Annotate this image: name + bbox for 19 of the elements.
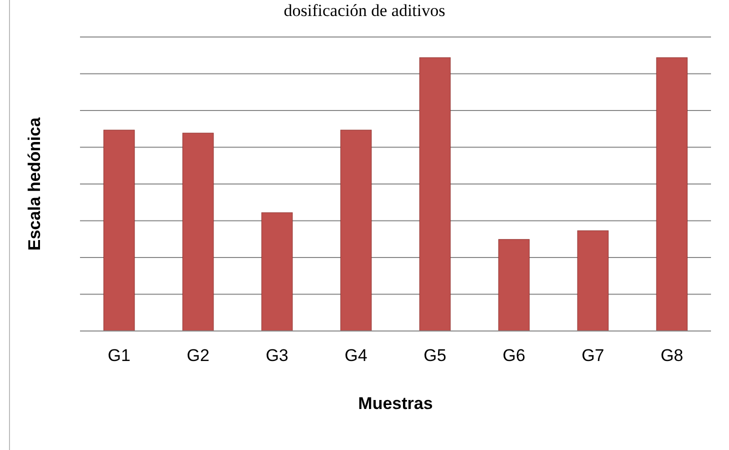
bar bbox=[577, 230, 609, 332]
bar bbox=[103, 130, 135, 332]
bar bbox=[340, 130, 372, 332]
chart-title: dosificación de aditivos bbox=[284, 1, 446, 20]
x-tick-label: G6 bbox=[502, 346, 526, 365]
x-axis-title: Muestras bbox=[358, 394, 433, 413]
x-tick-label: G2 bbox=[186, 346, 210, 365]
x-tick-label: G3 bbox=[266, 346, 288, 365]
bar bbox=[182, 132, 214, 332]
x-tick-label: G7 bbox=[582, 346, 604, 365]
bar bbox=[419, 57, 451, 332]
x-tick-label: G1 bbox=[108, 346, 130, 365]
x-tick-label: G5 bbox=[424, 346, 446, 365]
bar bbox=[498, 239, 530, 332]
bar bbox=[656, 57, 688, 332]
x-tick-label: G8 bbox=[660, 346, 684, 365]
x-tick-label: G4 bbox=[344, 346, 368, 365]
bar bbox=[261, 212, 293, 332]
y-axis-title: Escala hedónica bbox=[25, 116, 44, 251]
